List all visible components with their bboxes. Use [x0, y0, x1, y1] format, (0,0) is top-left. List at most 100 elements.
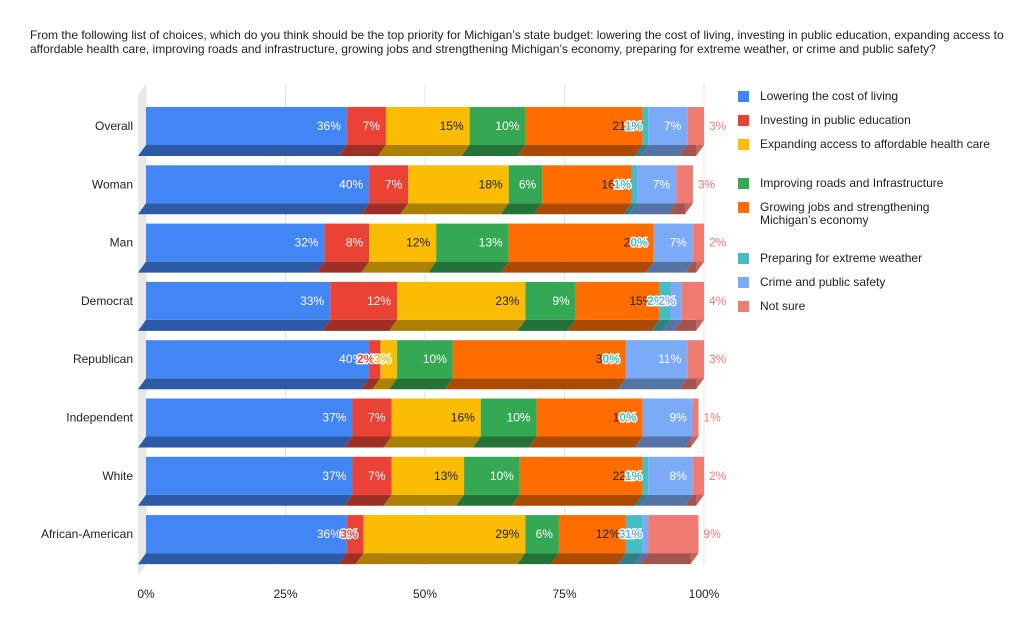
legend-item: Preparing for extreme weather	[738, 252, 995, 265]
y-category-label: Overall	[95, 119, 133, 133]
bar-segment-depth	[322, 319, 398, 331]
bar-segment-depth	[338, 145, 386, 156]
data-label: 12%	[406, 236, 430, 250]
x-tick-label: 0%	[137, 587, 155, 601]
bar-segment	[385, 107, 470, 145]
x-tick-label: 50%	[413, 587, 437, 601]
bar-segment-depth	[383, 494, 465, 506]
data-label: 16%	[451, 411, 475, 425]
y-category-label: Woman	[92, 177, 133, 191]
bar-segment-depth	[623, 203, 638, 215]
bar-segment	[146, 398, 353, 437]
bar-segment-depth	[344, 436, 392, 448]
bar-segment	[519, 456, 643, 495]
bar-segment	[692, 398, 699, 437]
bar-segment-depth	[138, 145, 347, 156]
bar-segment	[653, 223, 693, 262]
legend-item: Expanding access to affordable health ca…	[738, 138, 995, 151]
bar-segment-depth	[383, 436, 481, 448]
bar-segment	[637, 165, 677, 204]
data-label: 3%	[698, 177, 716, 191]
bar-segment	[391, 398, 481, 437]
data-label: 8%	[346, 236, 364, 250]
data-label: 12%	[596, 527, 620, 541]
data-label: 11%	[658, 352, 681, 366]
bar-segment	[542, 165, 632, 204]
legend-label: Improving roads and Infrastructure	[760, 176, 944, 190]
bar-layer	[138, 107, 704, 565]
legend-swatch	[738, 139, 749, 150]
data-label: 2%	[709, 236, 727, 250]
data-label: 40%	[339, 352, 363, 366]
legend-label: Growing jobs and strengthening Michigan’…	[760, 200, 930, 227]
bar-segment-depth	[428, 261, 509, 273]
y-category-label: African-American	[41, 527, 133, 541]
bar-segment	[625, 340, 688, 379]
bar-segment	[146, 281, 331, 320]
legend-label: Expanding access to affordable health ca…	[760, 137, 990, 151]
bar-segment-depth	[634, 436, 693, 448]
x-tick-label: 75%	[552, 587, 576, 601]
data-label: 7%	[385, 177, 403, 191]
data-label: 10%	[423, 352, 447, 366]
data-label: 1%	[625, 527, 643, 541]
data-label: 6%	[519, 177, 537, 191]
legend-swatch	[738, 202, 749, 213]
y-category-label: Man	[110, 236, 133, 250]
y-category-label: Republican	[73, 352, 133, 366]
bar-segment-depth	[138, 203, 370, 215]
bar-segment	[676, 165, 693, 204]
bar-segment	[369, 165, 409, 204]
bar-segment	[642, 107, 649, 145]
data-label: 9%	[669, 411, 687, 425]
data-label: 15%	[440, 119, 464, 133]
bar-segment-depth	[389, 319, 526, 331]
bar-segment-depth	[377, 145, 470, 156]
data-label: 37%	[322, 469, 346, 483]
bar-segment	[648, 107, 688, 145]
legend-label: Lowering the cost of living	[760, 89, 899, 103]
bar-segment-depth	[500, 261, 654, 273]
data-label: 7%	[363, 119, 381, 133]
y-category-label: Independent	[66, 411, 133, 425]
bar-segment	[558, 515, 626, 554]
bar-segment-depth	[567, 319, 660, 331]
bar-segment-depth	[662, 319, 682, 331]
bar-segment	[146, 165, 370, 204]
bar-segment-depth	[138, 436, 353, 448]
bar-segment-depth	[634, 553, 649, 565]
bar-segment	[648, 515, 699, 554]
data-label: 21%	[613, 119, 637, 133]
legend-item: Not sure	[738, 300, 995, 313]
bar-segment-depth	[550, 553, 626, 565]
data-label: 2%	[658, 294, 676, 308]
bar-segment-depth	[617, 378, 688, 390]
bar-segment-depth	[517, 553, 559, 565]
bar-segment-depth	[361, 378, 381, 390]
bar-segment	[508, 223, 654, 262]
data-label: 9%	[703, 527, 721, 541]
bar-segment-depth	[634, 145, 649, 156]
bar-segment	[625, 515, 643, 554]
data-label: 16%	[601, 177, 625, 191]
bar-segment-depth	[645, 261, 693, 273]
bar-segment-depth	[361, 203, 409, 215]
data-label: 4%	[709, 294, 727, 308]
bar-segment	[692, 456, 704, 495]
bar-segment	[642, 456, 649, 495]
bar-segment-depth	[355, 553, 526, 565]
legend-label: Investing in public education	[760, 113, 911, 127]
bar-segment-depth	[389, 378, 453, 390]
bar-segment-depth	[138, 378, 370, 390]
data-label: 7%	[368, 411, 386, 425]
bar-segment-depth	[344, 494, 392, 506]
bar-segment	[525, 515, 559, 554]
bar-segment	[397, 281, 526, 320]
data-label: 15%	[629, 294, 653, 308]
bar-segment	[146, 515, 347, 554]
bar-segment	[452, 340, 626, 379]
legend-label: Preparing for extreme weather	[760, 251, 923, 265]
bar-segment	[631, 165, 638, 204]
bar-segment-depth	[517, 319, 576, 331]
